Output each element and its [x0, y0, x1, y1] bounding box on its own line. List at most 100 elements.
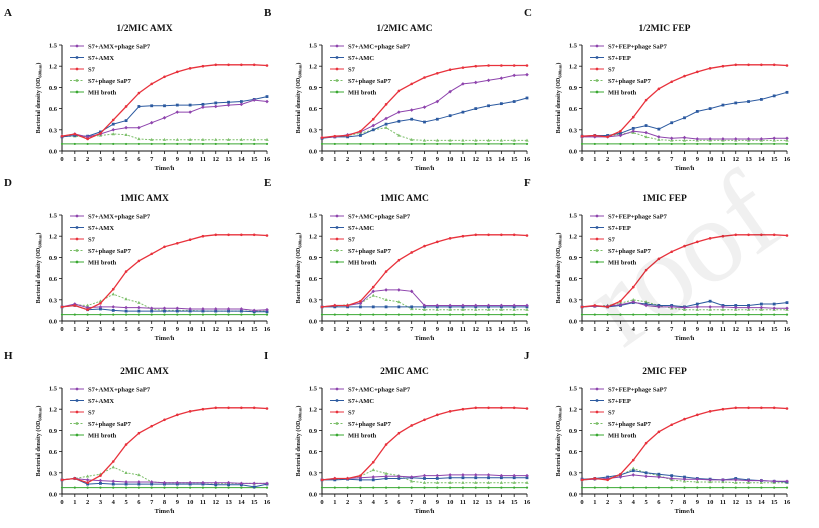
data-point — [423, 418, 426, 422]
x-tick-label: 7 — [670, 499, 674, 506]
data-point — [124, 486, 128, 489]
legend-label: S7 — [348, 237, 356, 244]
x-tick-label: 5 — [644, 326, 648, 333]
data-point — [500, 64, 503, 67]
y-axis-label: Bacterial density (OD600nm) — [555, 406, 563, 477]
x-tick-label: 7 — [410, 499, 414, 506]
x-tick-label: 3 — [359, 499, 363, 506]
data-point — [657, 313, 660, 316]
data-point — [409, 108, 414, 112]
x-tick-label: 9 — [436, 326, 440, 333]
data-point — [137, 313, 140, 316]
data-point — [695, 307, 700, 311]
data-point — [512, 406, 516, 410]
y-axis-label-subscript: 600nm — [558, 64, 563, 77]
data-point — [670, 121, 674, 125]
y-axis-label-main: Bacterial density (OD — [35, 420, 42, 476]
data-point — [696, 240, 699, 244]
data-point — [580, 313, 584, 316]
data-point — [512, 307, 516, 311]
data-point — [346, 142, 349, 146]
data-point — [201, 105, 205, 109]
panel-letter: D — [4, 177, 12, 189]
data-point — [619, 131, 622, 135]
data-point — [709, 142, 712, 146]
data-point — [772, 302, 776, 306]
data-point — [461, 66, 465, 69]
data-point — [448, 138, 452, 142]
data-point — [124, 309, 128, 313]
data-point — [226, 307, 231, 311]
y-axis-label: Bacterial density (OD600nm) — [295, 233, 303, 304]
data-point — [176, 70, 179, 74]
data-point — [525, 486, 529, 489]
data-point — [461, 486, 465, 489]
x-tick-label: 5 — [384, 499, 388, 506]
y-axis-label-main: Bacterial density (OD — [35, 77, 42, 133]
data-point — [86, 313, 89, 316]
data-point — [618, 475, 623, 479]
data-point — [657, 142, 660, 146]
data-point — [785, 306, 789, 311]
data-point — [448, 307, 452, 311]
data-point — [214, 233, 218, 237]
data-point — [176, 241, 179, 245]
x-tick-label: 16 — [784, 499, 791, 506]
x-tick-label: 1 — [593, 499, 596, 506]
x-tick-label: 0 — [60, 326, 63, 333]
data-point — [436, 71, 439, 75]
y-tick-label: 1.5 — [309, 386, 318, 393]
data-point — [137, 486, 140, 489]
x-tick-label: 8 — [683, 156, 687, 163]
data-point — [149, 306, 154, 311]
y-axis-label: Bacterial density (OD600nm) — [35, 233, 43, 304]
x-tick-label: 5 — [384, 156, 388, 163]
x-tick-label: 15 — [251, 156, 258, 163]
data-point — [696, 413, 699, 417]
data-point — [124, 313, 128, 316]
legend-label: S7+FEP+phage SaP7 — [608, 214, 668, 221]
x-tick-label: 8 — [163, 156, 167, 163]
data-point — [397, 431, 401, 435]
data-point — [747, 233, 750, 237]
data-point — [747, 142, 750, 146]
x-tick-label: 10 — [447, 156, 454, 163]
data-point — [98, 305, 103, 309]
legend-marker — [75, 56, 79, 59]
data-point — [137, 105, 141, 108]
data-point — [644, 313, 648, 316]
data-point — [176, 413, 179, 417]
data-point — [436, 142, 439, 146]
legend-label: MH broth — [348, 260, 377, 267]
y-tick-label: 0.0 — [569, 149, 577, 156]
legend-label: S7 — [608, 67, 616, 74]
x-tick-label: 7 — [410, 156, 414, 163]
data-point — [214, 101, 218, 105]
legend-marker — [335, 249, 339, 252]
x-tick-label: 5 — [644, 156, 648, 163]
legend-label: S7+AMC+phage SaP7 — [348, 214, 411, 221]
data-point — [631, 129, 636, 134]
y-tick-label: 0.0 — [49, 149, 57, 156]
data-point — [384, 122, 388, 126]
data-point — [371, 468, 375, 472]
x-tick-label: 14 — [238, 499, 245, 506]
data-point — [359, 299, 362, 303]
data-point — [371, 293, 375, 297]
legend-label: S7 — [348, 67, 356, 74]
x-axis-label: Time/h — [155, 165, 175, 172]
data-point — [111, 122, 115, 126]
data-point — [721, 407, 725, 411]
data-point — [760, 486, 763, 489]
y-axis-label: Bacterial density (OD600nm) — [555, 233, 563, 304]
legend-label: S7 — [608, 410, 616, 417]
data-point — [112, 486, 115, 489]
data-point — [265, 99, 269, 104]
data-point — [252, 137, 256, 141]
data-point — [214, 137, 218, 141]
legend-label: S7+AMC — [348, 398, 374, 405]
data-point — [644, 135, 648, 139]
data-point — [99, 486, 102, 489]
data-point — [162, 115, 167, 120]
